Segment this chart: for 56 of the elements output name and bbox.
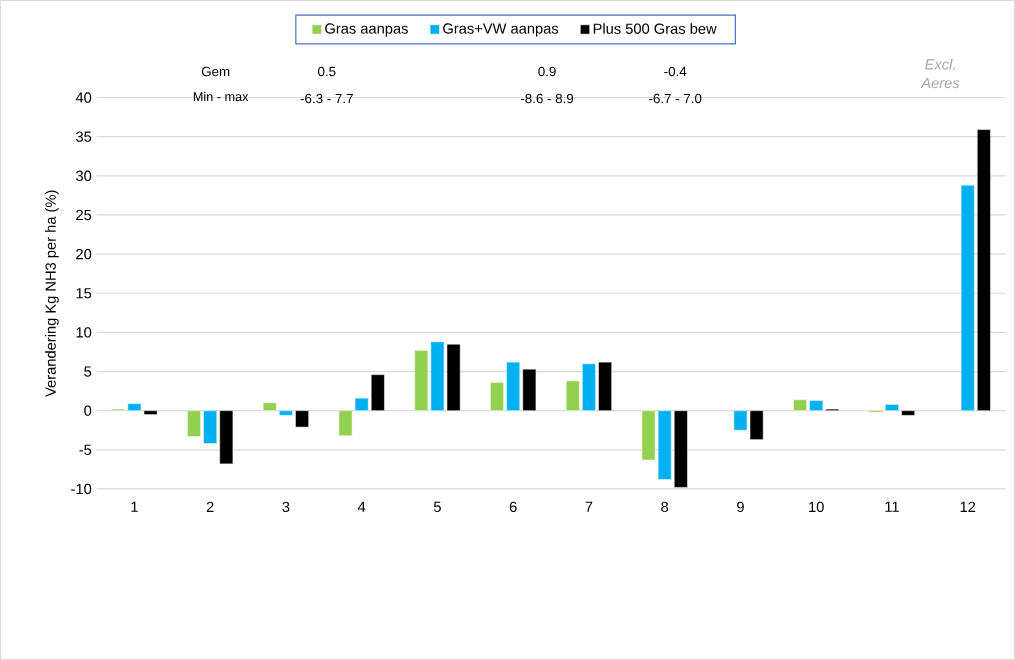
y-tick-label: 30 (76, 170, 92, 182)
text: -0.4 (664, 66, 687, 77)
bar (809, 400, 824, 412)
x-tick-label: 4 (357, 501, 366, 513)
annotation: Min - max (193, 92, 249, 102)
y-tick-label: 40 (75, 92, 92, 103)
bar (295, 410, 309, 428)
text: 0.5 (318, 66, 336, 77)
bar (522, 369, 537, 412)
bar (598, 362, 612, 412)
y-tick-label: 10 (76, 327, 92, 338)
y-tick-label: 25 (76, 209, 92, 221)
text: 0.9 (538, 66, 556, 77)
bar (506, 362, 521, 412)
x-tick-label: 8 (661, 501, 669, 513)
bar (203, 410, 218, 445)
bar (885, 404, 899, 412)
bar (370, 374, 385, 412)
x-tick-label: 1 (131, 501, 138, 513)
legend-label: Plus 500 Gras bew (593, 23, 717, 35)
bar (262, 402, 277, 412)
x-tick-label: 5 (433, 501, 441, 513)
y-tick-label: 15 (76, 288, 92, 299)
y-tick-label: 20 (76, 249, 92, 260)
annotation: -8.6 - 8.9 (520, 94, 574, 104)
bar (582, 363, 596, 412)
y-tick-label: 0 (84, 405, 92, 417)
x-tick-label: 11 (885, 501, 899, 513)
x-tick-label: 12 (960, 501, 976, 513)
text: Gem (201, 66, 230, 77)
x-tick-label: 2 (206, 501, 214, 513)
legend-label: Gras aanpas (325, 23, 408, 37)
x-tick-label: 9 (737, 501, 744, 513)
y-axis-title: Verandering Kg NH3 per ha (%) (45, 190, 59, 398)
bar (279, 410, 293, 416)
bar (901, 410, 915, 416)
annotation: -6.3 - 7.7 (300, 94, 353, 104)
y-tick-label: 35 (76, 131, 92, 143)
bar (219, 410, 234, 465)
bar (187, 410, 201, 437)
legend-label: Gras+VW aanpas (443, 23, 559, 37)
x-tick-label: 6 (509, 501, 517, 513)
y-tick-label: 5 (84, 366, 92, 377)
bar (960, 185, 975, 412)
bar (793, 399, 807, 412)
annotation: -6.7 - 7.0 (649, 94, 702, 104)
bar (490, 382, 504, 412)
x-tick-label: 3 (282, 501, 290, 513)
bar (976, 129, 991, 412)
x-tick-label: 7 (585, 501, 593, 513)
x-tick-label: 10 (809, 501, 824, 513)
y-tick-label: -10 (71, 484, 92, 495)
text: Excl. Aeres (920, 58, 960, 89)
bar (673, 410, 688, 488)
bar (565, 380, 580, 412)
y-tick-label: -5 (79, 444, 92, 456)
